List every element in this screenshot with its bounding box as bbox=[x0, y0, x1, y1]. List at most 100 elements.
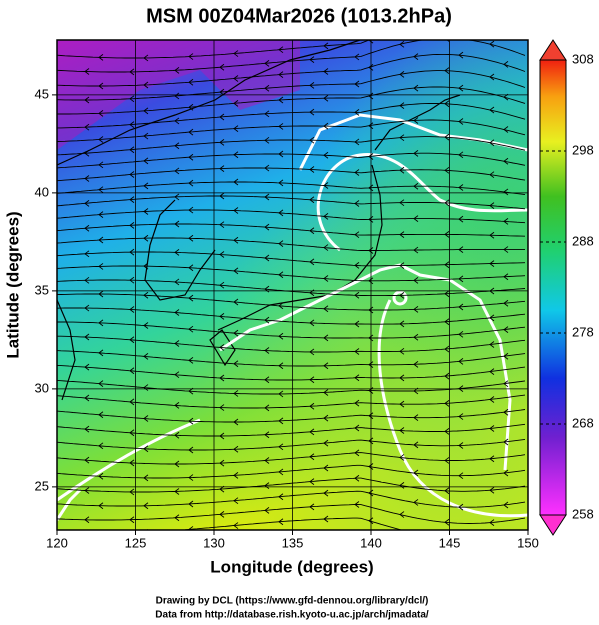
arrowhead bbox=[174, 193, 180, 201]
arrowhead bbox=[233, 497, 239, 505]
arrowhead bbox=[143, 132, 149, 140]
arrowhead bbox=[413, 182, 419, 190]
arrowhead bbox=[489, 455, 495, 463]
arrowhead bbox=[233, 99, 239, 107]
arrowhead bbox=[368, 92, 374, 100]
arrowhead bbox=[503, 157, 509, 165]
arrowhead bbox=[399, 134, 405, 142]
streamline bbox=[57, 223, 526, 237]
arrowhead bbox=[368, 334, 374, 342]
arrowhead bbox=[278, 271, 284, 279]
arrowhead bbox=[233, 75, 239, 82]
arrowhead bbox=[278, 493, 284, 501]
streamline bbox=[57, 504, 526, 524]
x-tick-label: 135 bbox=[282, 535, 304, 550]
arrowhead bbox=[413, 84, 419, 92]
streamline bbox=[57, 265, 526, 282]
arrowhead bbox=[188, 103, 194, 111]
arrowhead bbox=[503, 61, 509, 68]
arrowhead bbox=[219, 63, 225, 71]
arrowhead bbox=[354, 399, 360, 407]
arrowhead bbox=[143, 474, 149, 482]
arrowhead bbox=[84, 224, 90, 232]
arrowhead bbox=[444, 133, 450, 141]
arrowhead bbox=[309, 376, 315, 384]
arrowhead bbox=[503, 188, 509, 196]
arrowhead bbox=[413, 277, 419, 284]
arrowhead bbox=[143, 291, 149, 299]
streamline bbox=[57, 70, 526, 101]
arrowhead bbox=[188, 53, 194, 60]
arrowhead bbox=[444, 231, 450, 238]
arrowhead bbox=[444, 487, 450, 495]
arrowhead bbox=[264, 404, 270, 412]
arrowhead bbox=[309, 402, 315, 410]
arrowhead bbox=[84, 333, 90, 341]
arrowhead bbox=[129, 488, 135, 496]
arrowhead bbox=[98, 54, 104, 61]
arrowhead bbox=[264, 193, 270, 201]
arrowhead bbox=[129, 367, 135, 375]
streamline bbox=[57, 209, 526, 224]
arrowhead bbox=[264, 431, 270, 439]
arrowhead bbox=[84, 276, 90, 284]
arrowhead bbox=[278, 332, 284, 340]
streamline bbox=[57, 119, 526, 142]
arrowhead bbox=[458, 215, 464, 223]
arrowhead bbox=[503, 469, 509, 477]
arrowhead bbox=[143, 107, 149, 115]
arrowhead bbox=[459, 20, 463, 26]
arrowhead bbox=[399, 262, 405, 269]
arrowhead bbox=[188, 417, 194, 425]
arrowhead bbox=[503, 218, 509, 225]
arrowhead bbox=[188, 179, 194, 187]
arrowhead bbox=[233, 329, 239, 337]
arrowhead bbox=[489, 314, 495, 322]
arrowhead bbox=[219, 251, 225, 258]
arrowhead bbox=[84, 304, 90, 312]
arrowhead bbox=[219, 281, 225, 289]
arrowhead bbox=[368, 184, 374, 192]
arrowhead bbox=[174, 167, 180, 175]
arrowhead bbox=[458, 184, 464, 191]
arrowhead bbox=[278, 209, 284, 217]
arrowhead bbox=[399, 231, 405, 238]
arrowhead bbox=[264, 110, 270, 118]
arrowhead bbox=[399, 102, 405, 109]
arrowhead bbox=[503, 438, 509, 446]
arrowhead bbox=[188, 325, 194, 333]
arrowhead bbox=[278, 518, 284, 526]
arrowhead bbox=[98, 161, 104, 169]
streamline bbox=[57, 409, 526, 423]
arrowhead bbox=[489, 260, 495, 267]
arrowhead bbox=[503, 273, 509, 281]
arrowhead bbox=[368, 153, 374, 160]
streamline bbox=[57, 102, 526, 129]
arrowhead bbox=[143, 322, 149, 329]
arrowhead bbox=[233, 472, 239, 479]
arrowhead bbox=[84, 394, 90, 402]
arrowhead bbox=[354, 424, 360, 432]
arrowhead bbox=[489, 40, 495, 48]
arrowhead bbox=[503, 408, 509, 416]
arrowhead bbox=[458, 472, 464, 480]
arrowhead bbox=[458, 358, 464, 365]
arrowhead bbox=[84, 250, 90, 258]
arrowhead bbox=[98, 319, 104, 327]
arrowhead bbox=[233, 522, 239, 529]
arrowhead bbox=[503, 246, 509, 253]
arrowhead bbox=[417, 529, 418, 530]
streamline bbox=[57, 136, 526, 156]
streamline bbox=[57, 237, 525, 251]
arrowhead bbox=[503, 501, 509, 509]
y-tick-label: 30 bbox=[35, 380, 49, 395]
arrowhead bbox=[174, 66, 180, 74]
arrowhead bbox=[174, 142, 180, 150]
arrowhead bbox=[143, 234, 149, 242]
arrowhead bbox=[413, 246, 419, 254]
arrowhead bbox=[188, 78, 194, 86]
arrowhead bbox=[309, 319, 315, 327]
arrowhead bbox=[413, 117, 419, 124]
arrowhead bbox=[129, 196, 135, 203]
